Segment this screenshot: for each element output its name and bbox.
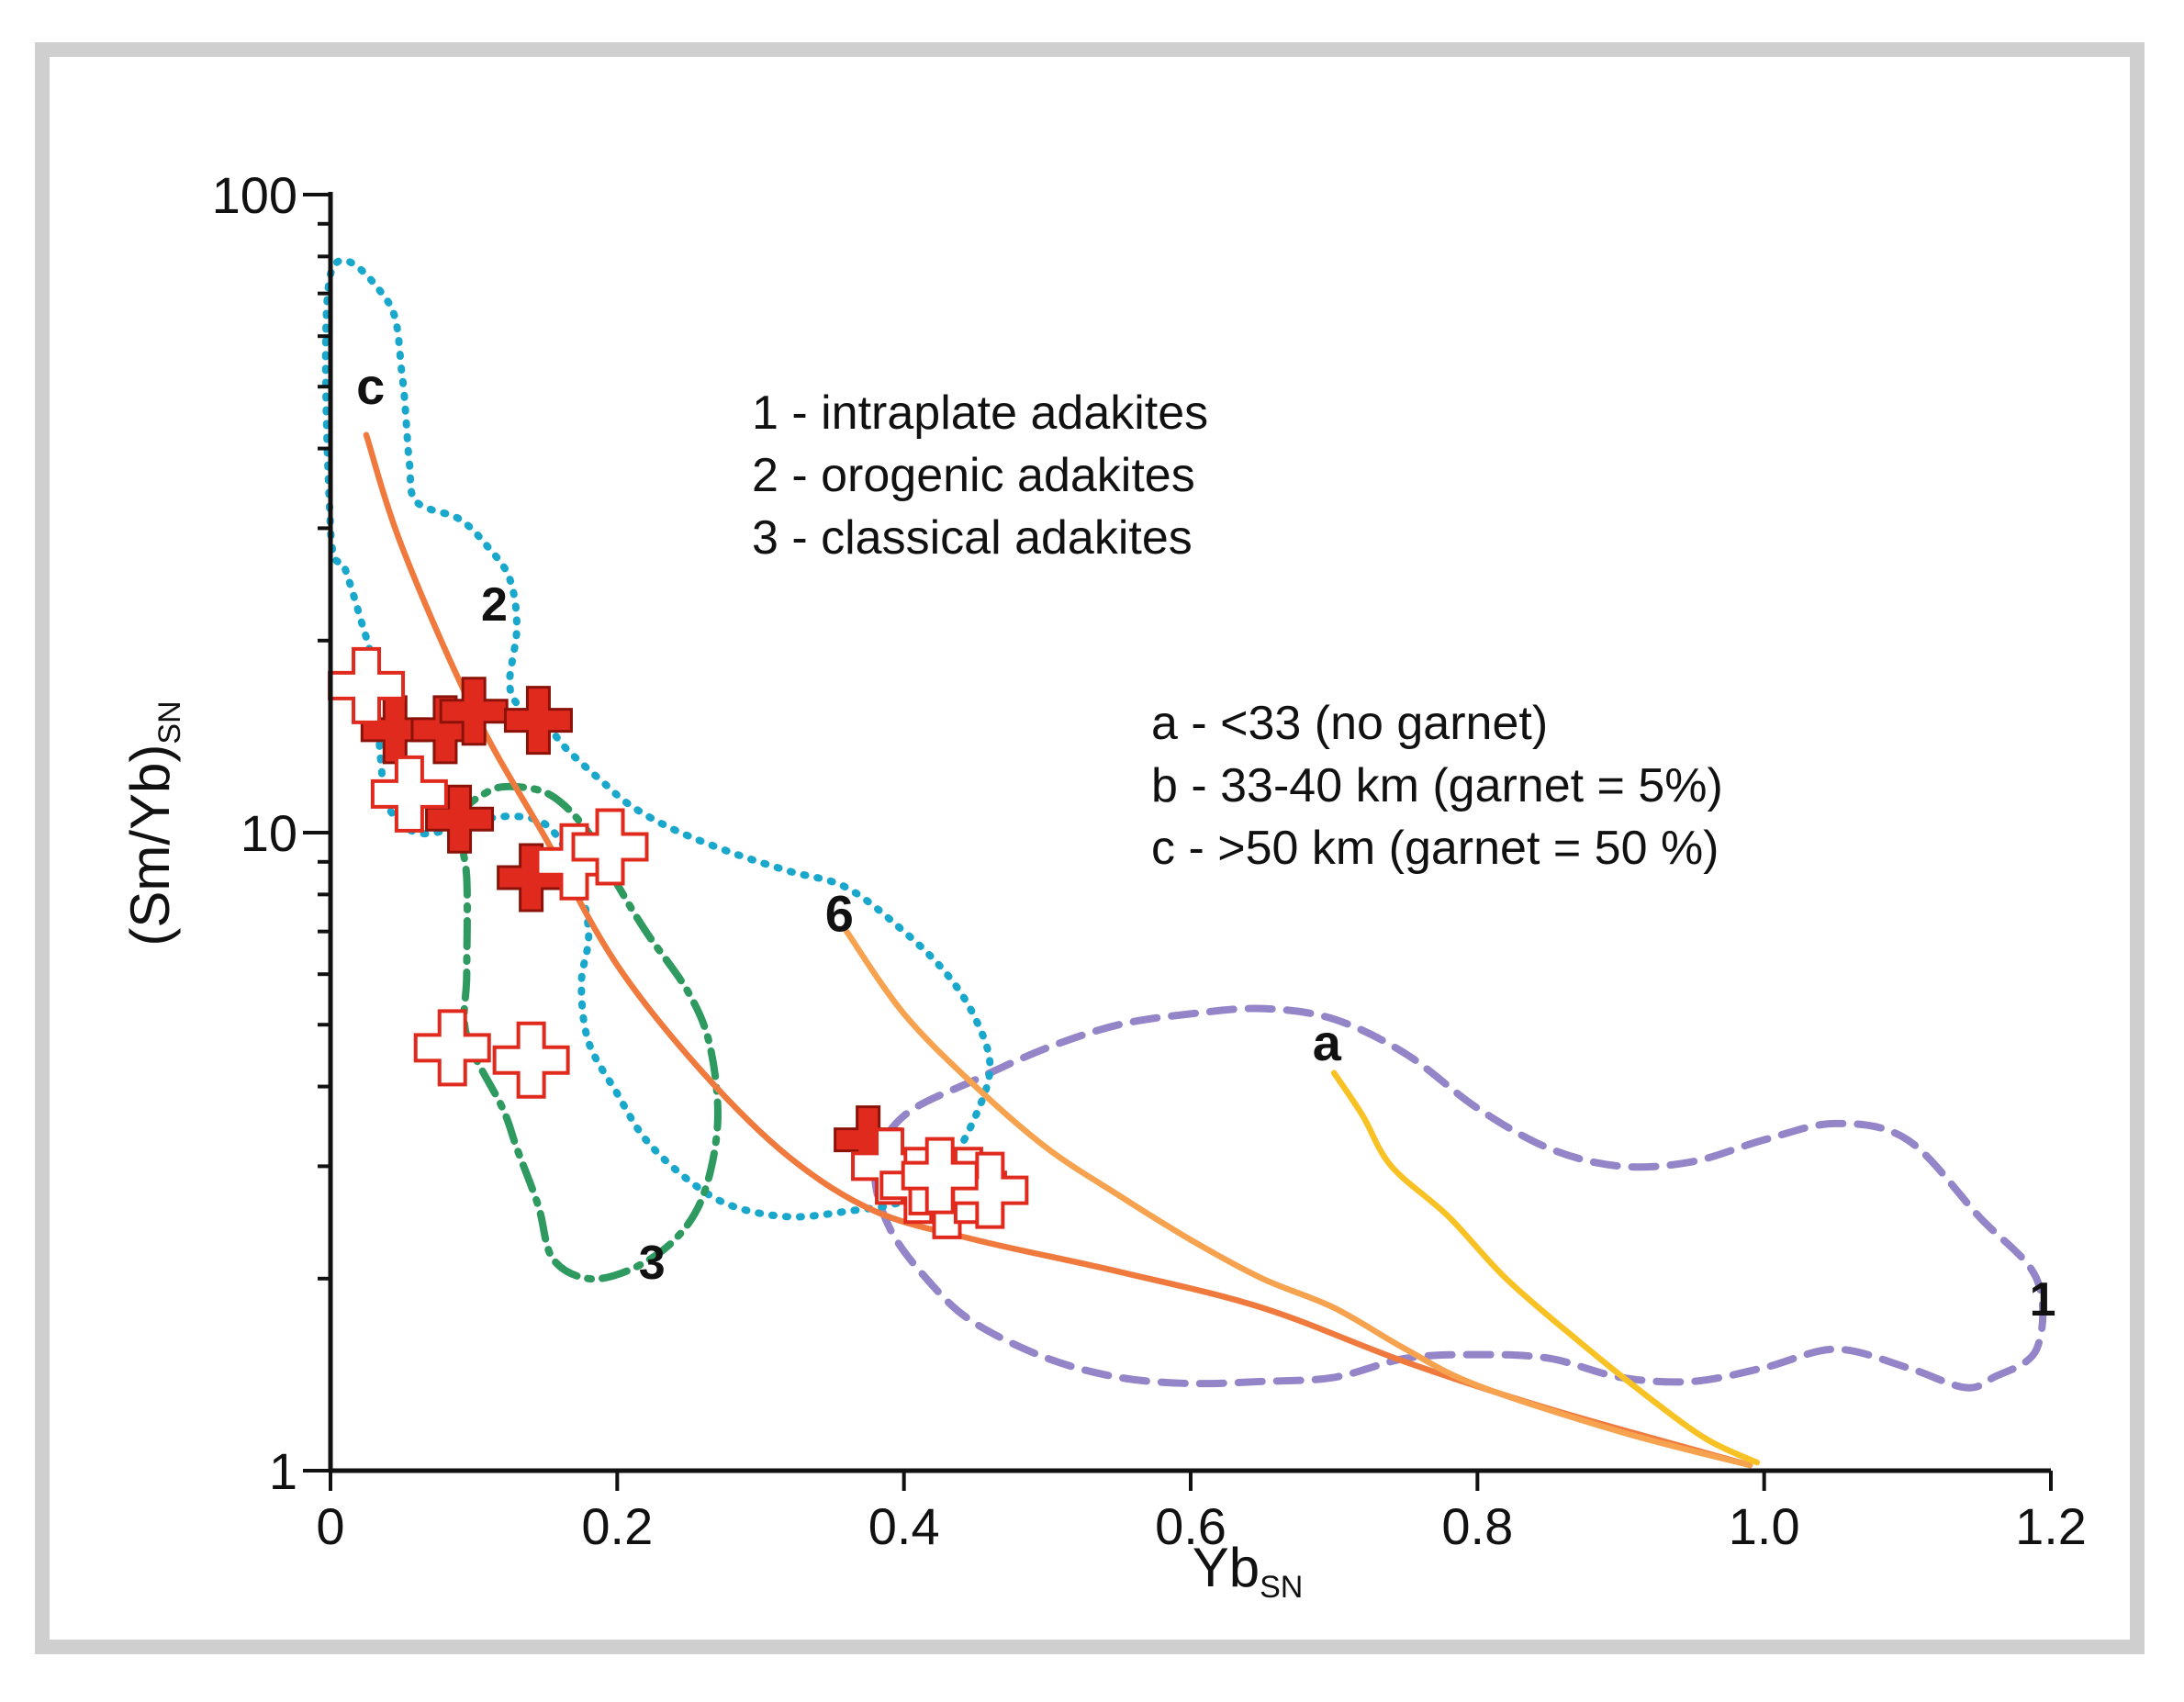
field-1-outline: [870, 1004, 2047, 1392]
marker-open-cross: [370, 755, 448, 833]
x-tick-label: 1.2: [2015, 1497, 2087, 1555]
x-tick-label: 0.4: [868, 1497, 940, 1555]
marker-open-cross: [492, 1021, 570, 1099]
model-curve-b-label: 6: [825, 885, 854, 943]
model-curve-a-label: a: [1313, 1013, 1342, 1071]
field-legend-item: 1 - intraplate adakites: [752, 386, 1208, 440]
field-legend: 1 - intraplate adakites 2 - orogenic ada…: [752, 386, 1208, 565]
model-curve-c-label: c: [356, 357, 385, 415]
model-curve-a: [1330, 1069, 1761, 1466]
field-2-label: 2: [481, 578, 508, 632]
markers-layer: [328, 646, 1029, 1239]
y-tick-label: 10: [241, 804, 297, 862]
marker-open-cross: [571, 808, 649, 886]
y-axis-title-main: (Sm/Yb): [119, 745, 181, 946]
labels-layer: 1 2 3 c 6 a: [356, 357, 2055, 1327]
field-legend-item: 3 - classical adakites: [752, 511, 1193, 565]
x-tick-label: 1.0: [1729, 1497, 1800, 1555]
x-axis-title-main: Yb: [1193, 1537, 1260, 1598]
marker-open-cross: [901, 1137, 979, 1215]
x-tick-label: 0.2: [581, 1497, 653, 1555]
field-3-label: 3: [639, 1237, 666, 1290]
field-1-label: 1: [2030, 1273, 2056, 1327]
model-legend: a - <33 (no garnet) b - 33-40 km (garnet…: [1151, 697, 1723, 875]
marker-filled-cross: [503, 686, 573, 756]
y-tick-label: 100: [212, 166, 297, 224]
y-axis-title-sub: SN: [152, 700, 187, 744]
field-legend-item: 2 - orogenic adakites: [752, 449, 1195, 502]
model-legend-item: a - <33 (no garnet): [1151, 697, 1548, 750]
model-curves-layer: [363, 431, 1761, 1469]
axes-layer: 1 10 100 0 0.2 0.4 0.6 0.8 1.0 1.2: [212, 166, 2087, 1555]
x-tick-label: 0.6: [1155, 1497, 1226, 1555]
y-axis-title: (Sm/Yb)SN: [119, 700, 187, 946]
x-tick-label: 0.8: [1441, 1497, 1513, 1555]
model-legend-item: c - >50 km (garnet = 50 %): [1151, 822, 1719, 875]
marker-open-cross: [413, 1009, 491, 1087]
x-tick-label: 0: [316, 1497, 344, 1555]
model-curve-b: [843, 928, 1753, 1469]
x-axis-title: YbSN: [1193, 1537, 1304, 1605]
field-2-outline: [321, 256, 994, 1221]
marker-filled-cross: [439, 677, 509, 746]
y-tick-label: 1: [269, 1442, 297, 1500]
model-legend-item: b - 33-40 km (garnet = 5%): [1151, 759, 1723, 812]
x-axis-title-sub: SN: [1260, 1570, 1303, 1605]
marker-open-cross: [851, 1127, 929, 1205]
